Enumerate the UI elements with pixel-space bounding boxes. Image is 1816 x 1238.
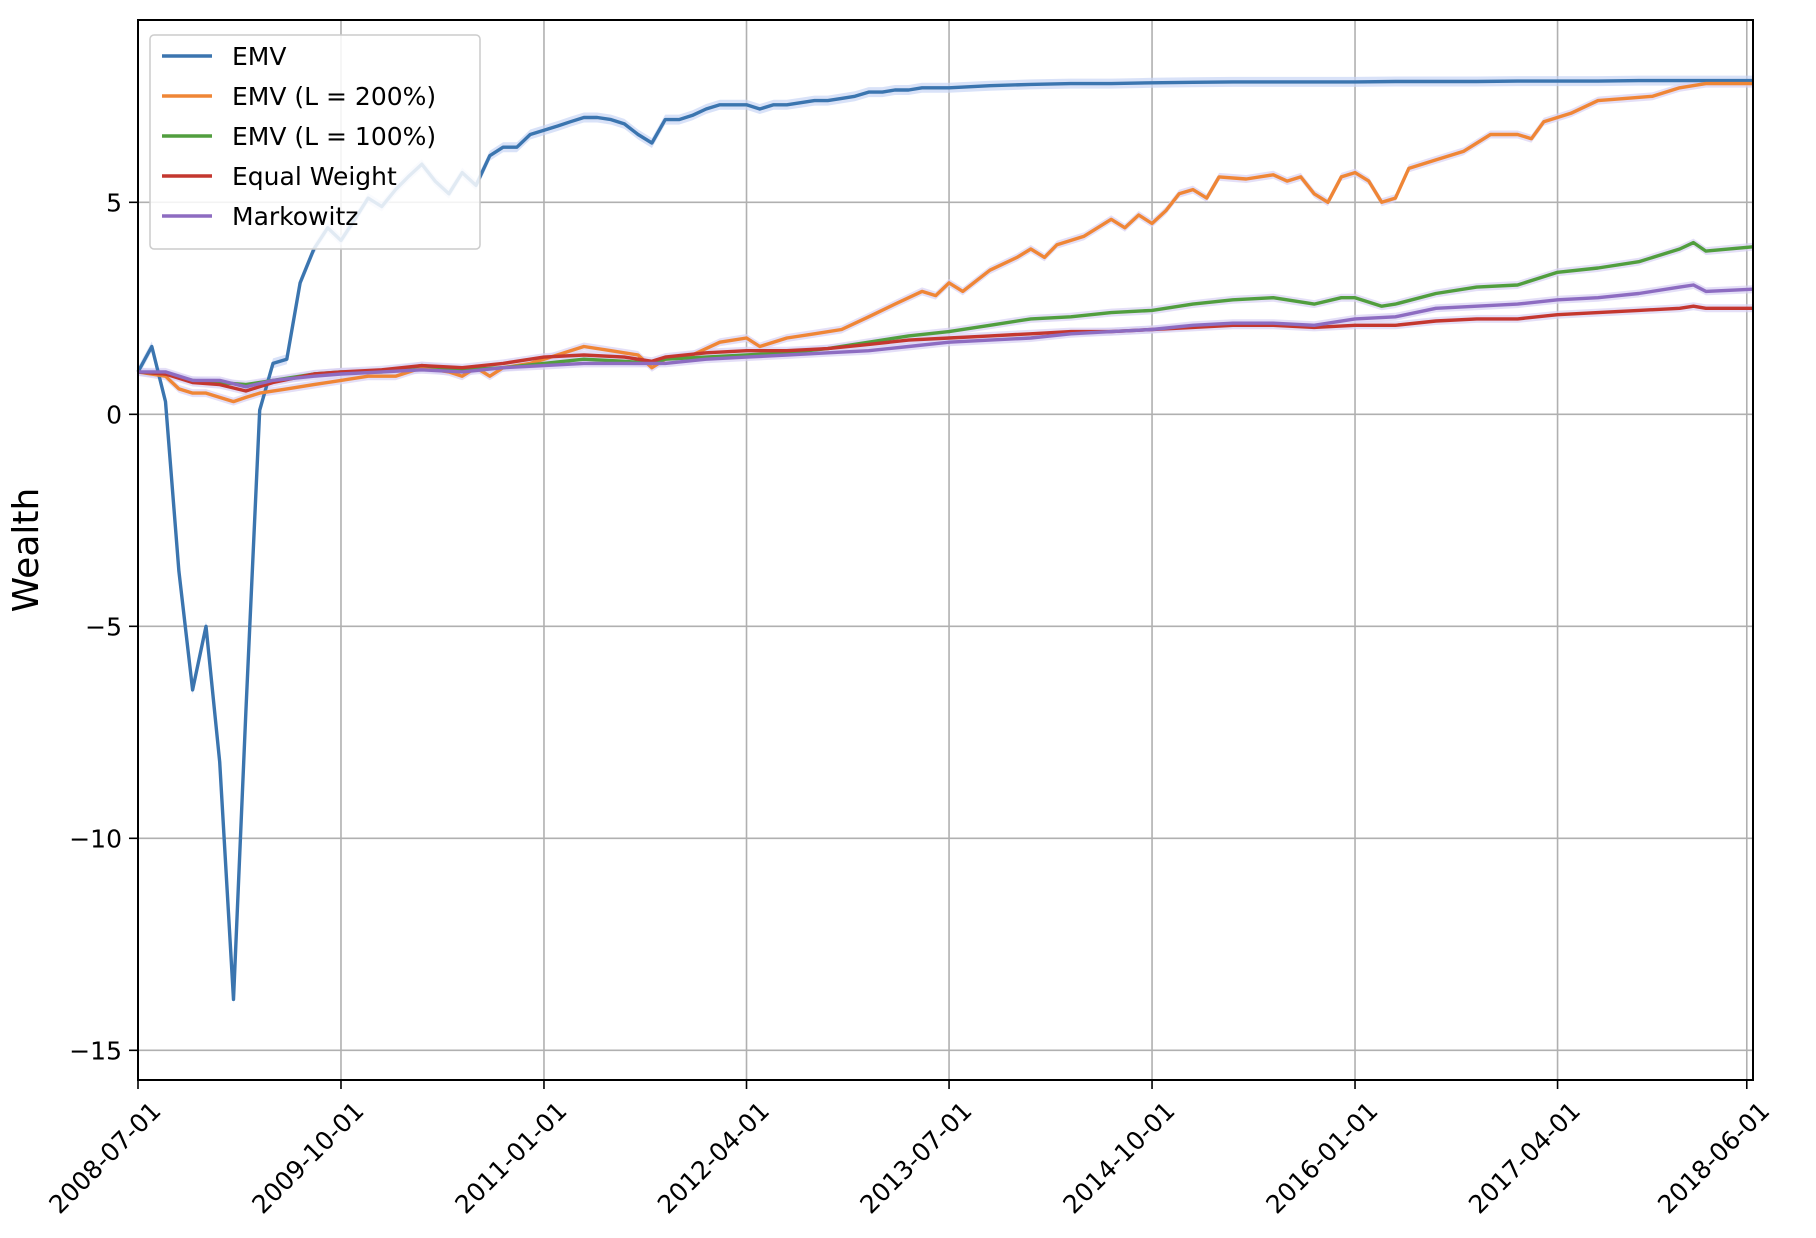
- legend-label-5: Markowitz: [232, 202, 358, 231]
- y-tick-label: −5: [85, 612, 122, 641]
- series-line-5: [138, 283, 1754, 389]
- legend-label-2: EMV (L = 200%): [232, 82, 436, 111]
- y-axis-label: Wealth: [6, 488, 47, 613]
- grid-layer: [137, 20, 1753, 1080]
- legend-box: [149, 34, 481, 250]
- y-tick-label: −10: [69, 824, 122, 853]
- legend: EMV EMV (L = 200%) EMV (L = 100%) Equal Wei…: [149, 34, 481, 250]
- y-tick-label: −15: [69, 1036, 122, 1065]
- y-tick-label: 5: [106, 188, 122, 217]
- series-line-2: [137, 81, 1753, 404]
- plot-frame: [137, 19, 1754, 1081]
- series-line-4: [137, 304, 1753, 393]
- legend-label-1: EMV: [232, 42, 286, 71]
- y-tick-label: 0: [106, 400, 122, 429]
- legend-label-3: EMV (L = 100%): [232, 122, 436, 151]
- legend-label-4: Equal Weight: [232, 162, 397, 191]
